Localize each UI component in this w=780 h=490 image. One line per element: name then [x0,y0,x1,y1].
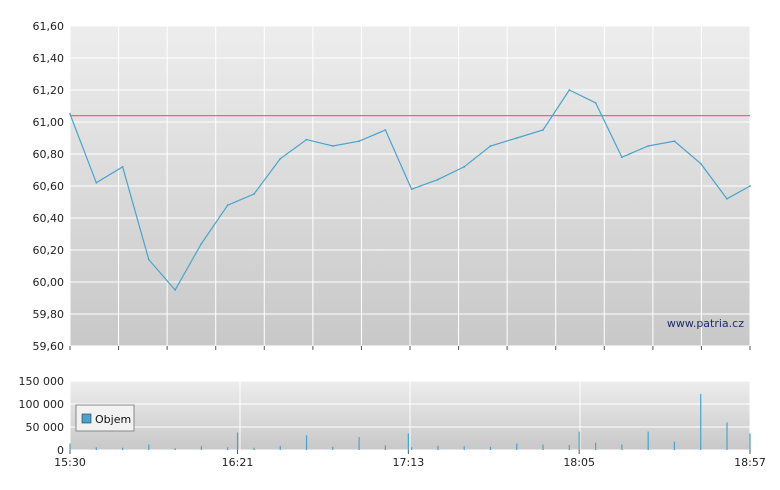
price-point [410,188,413,191]
volume-bar [726,422,728,450]
price-point [749,185,751,187]
volume-bar [489,446,492,450]
volume-x-axis: 15:30 16:21 17:13 18:05 18:57 [54,450,766,469]
volume-legend: Objem [75,404,135,432]
price-y-tick-label: 60,00 [33,276,65,289]
price-y-tick-label: 59,60 [33,340,65,353]
volume-y-tick-label: 0 [57,444,64,457]
price-point [594,101,597,104]
volume-bar [749,433,751,450]
volume-bar [647,431,649,450]
volume-bar [384,445,386,450]
price-point [253,193,255,195]
volume-bar [358,437,360,450]
price-point [226,204,229,207]
volume-panel: 150 000 100 000 50 000 0 15:30 16:21 17:13 18:… [19,375,766,469]
price-y-tick-label: 61,20 [33,84,65,97]
legend-label: Objem [95,413,131,426]
price-point [620,156,623,159]
price-point [121,165,124,168]
volume-bar [279,445,281,450]
price-panel: 61,60 61,40 61,20 61,00 60,80 60,60 60,40 60,20… [33,20,751,353]
volume-bar [407,433,409,450]
volume-bar [332,446,334,450]
price-y-tick-label: 60,20 [33,244,65,257]
volume-bar [200,446,203,450]
price-y-tick-label: 61,40 [33,52,65,65]
legend-swatch [81,413,92,424]
price-y-tick-label: 59,80 [33,308,65,321]
price-y-tick-label: 60,80 [33,148,65,161]
price-y-tick-label: 60,40 [33,212,65,225]
volume-bars [69,393,751,450]
volume-bar [253,447,255,450]
watermark: www.patria.cz [667,317,744,330]
price-y-axis: 61,60 61,40 61,20 61,00 60,80 60,60 60,40 60,20… [33,20,65,353]
volume-bar [578,431,580,450]
volume-y-tick-label: 100 000 [19,398,65,411]
price-point [647,145,650,147]
volume-y-tick-label: 50 000 [26,421,65,434]
price-point [358,140,360,143]
x-tick-label: 18:57 [734,456,766,469]
volume-bar [148,444,150,450]
price-point [673,140,676,143]
price-point [279,157,282,160]
volume-bar [595,442,597,450]
price-y-tick-label: 60,60 [33,180,65,193]
x-tick-label: 16:21 [222,456,254,469]
price-point [331,145,334,147]
price-point [437,178,439,181]
volume-y-axis: 150 000 100 000 50 000 0 [19,375,65,457]
price-point [200,242,203,245]
volume-bar [463,446,465,450]
price-point [515,137,518,139]
price-point [305,138,308,141]
price-y-tick-label: 61,60 [33,20,65,33]
volume-grid [69,380,751,451]
x-tick-label: 17:13 [393,456,425,469]
price-point [489,145,492,147]
volume-bar [542,444,544,450]
volume-bar [516,443,518,450]
price-point [568,89,571,91]
price-point [726,197,728,200]
price-point [699,162,702,165]
volume-bar [121,447,124,450]
price-point [95,181,98,184]
volume-bar [673,441,676,450]
price-point [384,129,387,131]
price-point [147,258,150,261]
price-point [542,129,544,131]
volume-bar [95,447,97,450]
volume-bar [621,444,623,450]
volume-bar [437,445,439,450]
price-point [463,165,466,168]
volume-y-tick-label: 150 000 [19,375,65,388]
volume-bar [69,443,71,450]
volume-bar [305,435,308,450]
volume-bar [227,447,229,450]
volume-bar [568,444,570,450]
price-point [69,113,71,115]
volume-bar [411,447,413,450]
price-point [174,289,177,291]
volume-bar [236,432,239,450]
price-points [69,89,751,291]
volume-bar [174,448,176,450]
price-x-tick-marks [69,346,751,350]
price-y-tick-label: 61,00 [33,116,65,129]
x-tick-label: 15:30 [54,456,86,469]
volume-bar [700,393,702,450]
x-tick-label: 18:05 [563,456,595,469]
